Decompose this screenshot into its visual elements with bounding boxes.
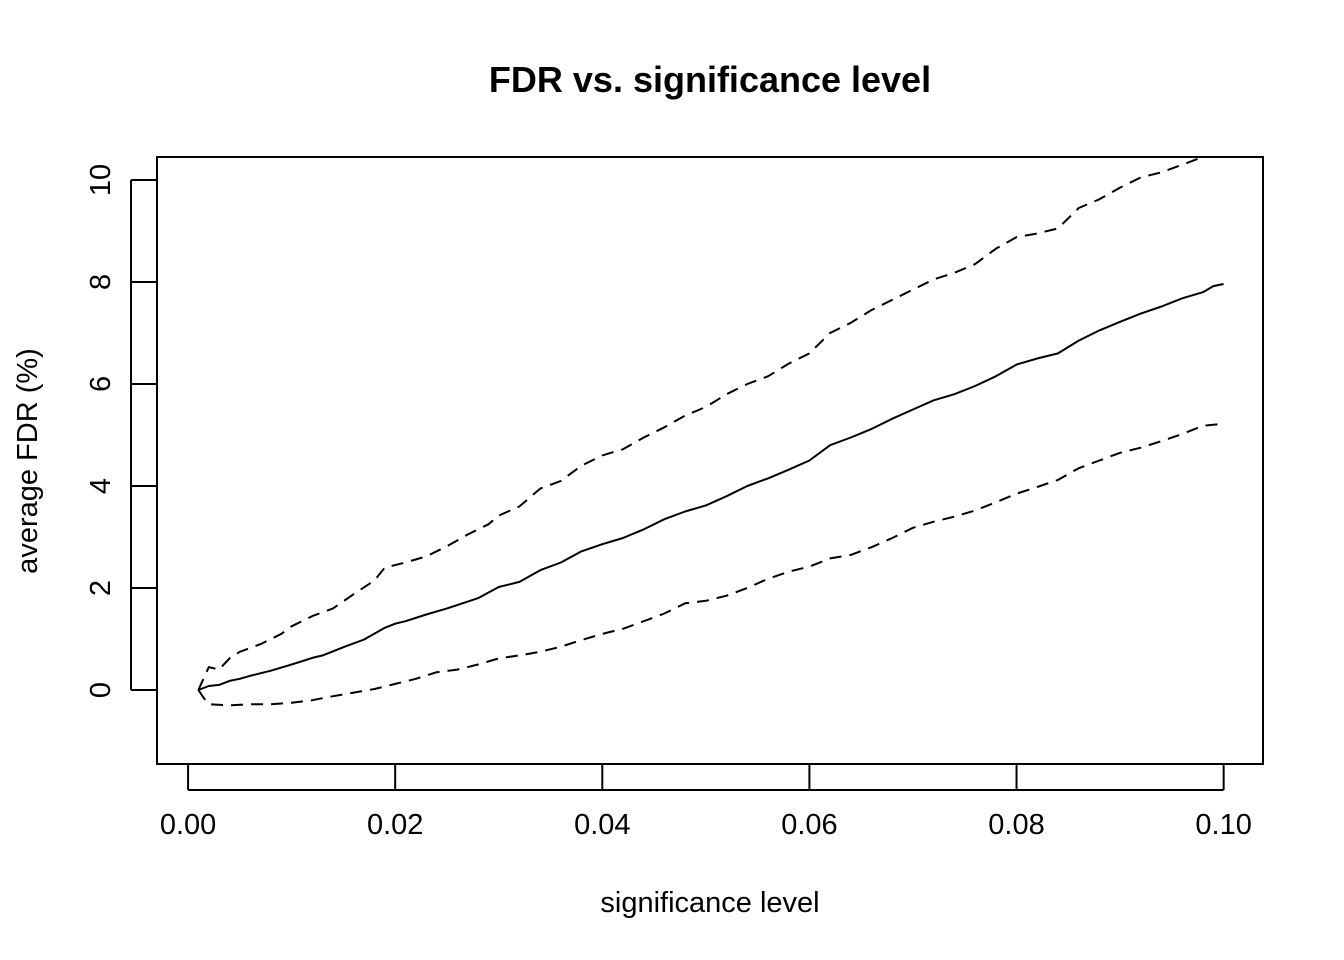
- series-line-dashed-1: [197, 156, 1204, 691]
- x-axis: 0.00 0.02 0.04 0.06 0.08 0.10: [160, 764, 1252, 841]
- y-axis-label: average FDR (%): [12, 348, 44, 574]
- series-line-dashed-2: [197, 422, 1224, 707]
- x-tick-label: 0.08: [988, 809, 1044, 841]
- x-tick-label: 0.00: [160, 809, 216, 841]
- x-tick-label: 0.02: [367, 809, 423, 841]
- x-axis-label: significance level: [600, 887, 819, 919]
- y-axis: 0 2 4 6 8 10: [85, 164, 157, 698]
- x-tick-label: 0.06: [781, 809, 837, 841]
- y-tick-label: 0: [85, 682, 117, 698]
- series-layer: [197, 156, 1224, 707]
- y-tick-label: 8: [85, 274, 117, 290]
- y-tick-label: 10: [85, 164, 117, 196]
- y-tick-label: 6: [85, 376, 117, 392]
- x-tick-label: 0.10: [1195, 809, 1251, 841]
- y-tick-label: 4: [85, 478, 117, 494]
- chart-title: FDR vs. significance level: [489, 59, 931, 100]
- series-line-solid: [198, 283, 1224, 691]
- plot-frame: [156, 156, 1264, 765]
- x-tick-label: 0.04: [574, 809, 630, 841]
- y-tick-label: 2: [85, 580, 117, 596]
